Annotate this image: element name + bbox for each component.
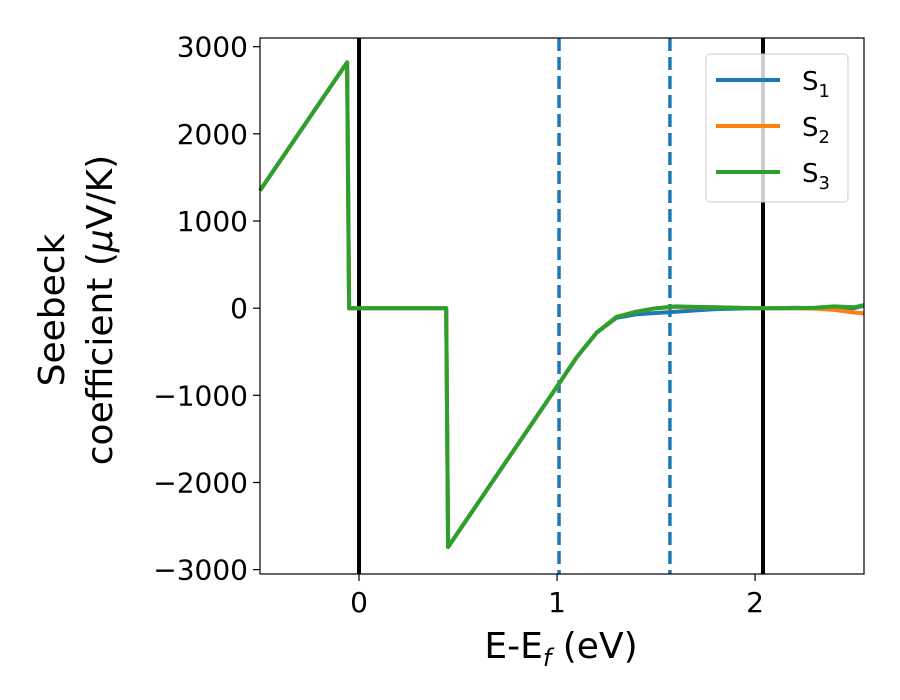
y-tick-label: −2000 [153, 466, 248, 499]
legend-label-1: S1 [802, 67, 830, 102]
y-axis-title: Seebeck coefficient (μV/K) [32, 155, 121, 465]
x-axis-ticks: 0 1 2 [350, 574, 764, 619]
y-tick-label: −3000 [153, 554, 248, 587]
x-tick-label: 1 [548, 586, 566, 619]
plot-frame [259, 37, 865, 575]
legend: S1 S2 S3 [705, 53, 849, 203]
legend-label-3: S3 [802, 159, 830, 194]
y-tick-label: −1000 [153, 379, 248, 412]
y-axis-title-line1: Seebeck [32, 233, 73, 386]
series-line-3 [258, 60, 865, 549]
y-tick-label: 2000 [177, 118, 248, 151]
x-tick-label: 0 [350, 586, 368, 619]
series-layer [258, 60, 865, 549]
y-axis-title-line2: coefficient (μV/K) [80, 155, 121, 465]
y-tick-label: 1000 [177, 205, 248, 238]
y-tick-label: 3000 [177, 31, 248, 64]
legend-label-2: S2 [802, 113, 830, 148]
y-tick-label: 0 [230, 292, 248, 325]
y-axis-ticks: 3000 2000 1000 0 −1000 −2000 −3000 [153, 31, 260, 587]
x-tick-label: 2 [746, 586, 764, 619]
x-axis-title: E-Ef (eV) [484, 626, 637, 672]
